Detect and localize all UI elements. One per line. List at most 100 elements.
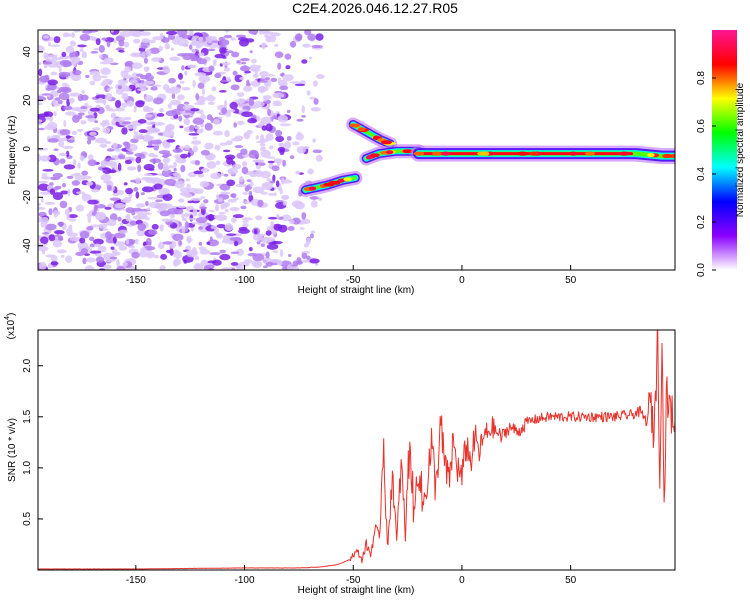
noise-blob (301, 59, 308, 64)
noise-blob (224, 223, 234, 232)
noise-blob (87, 199, 99, 205)
noise-blob (259, 137, 265, 144)
noise-blob (38, 102, 43, 106)
noise-blob (232, 214, 244, 219)
noise-blob (277, 114, 289, 123)
noise-blob (173, 249, 179, 254)
noise-blob (135, 191, 140, 199)
y-tick-label: 40 (22, 46, 33, 58)
noise-blob (140, 247, 147, 252)
noise-blob (203, 199, 209, 204)
noise-blob (143, 135, 155, 141)
snr-line-group (38, 330, 675, 570)
noise-blob (38, 68, 43, 77)
noise-blob (308, 56, 313, 60)
noise-blob (92, 73, 102, 82)
noise-blob (69, 92, 81, 97)
ridge-hotspot (569, 151, 578, 156)
noise-blob (218, 39, 230, 46)
ridge-hotspot (529, 151, 539, 156)
noise-blob (50, 176, 61, 180)
noise-blob (191, 221, 198, 225)
noise-blob (281, 194, 290, 201)
noise-blob (229, 101, 238, 110)
x-tick-label: 50 (565, 275, 577, 286)
noise-blob (110, 30, 114, 33)
noise-blob (279, 73, 284, 77)
noise-blob (87, 159, 97, 167)
noise-blob (195, 217, 208, 224)
noise-blob (50, 255, 58, 262)
noise-blob (135, 156, 142, 164)
noise-blob (59, 129, 71, 136)
noise-blob (153, 183, 163, 190)
noise-blob (71, 180, 81, 186)
noise-blob (177, 103, 187, 112)
noise-blob (265, 105, 270, 110)
noise-blob (199, 206, 208, 210)
noise-blob (84, 265, 95, 270)
noise-blob (219, 47, 227, 54)
noise-blob (105, 231, 112, 239)
noise-blob (116, 265, 126, 270)
noise-blob (166, 138, 176, 143)
noise-blob (231, 267, 236, 270)
noise-blob (295, 132, 305, 141)
noise-blob (264, 74, 276, 77)
noise-blob (166, 30, 177, 35)
noise-blob (85, 115, 95, 119)
noise-blob (67, 232, 79, 237)
noise-blob (135, 100, 145, 108)
noise-blob (103, 264, 112, 270)
noise-blob (191, 140, 202, 145)
noise-blob (238, 261, 250, 267)
noise-blob (200, 259, 209, 267)
y-tick-label: 0 (22, 146, 33, 152)
noise-blob (75, 204, 85, 212)
noise-blob (233, 240, 239, 247)
noise-blob (38, 183, 50, 192)
noise-blob (79, 237, 86, 244)
noise-blob (219, 253, 231, 261)
noise-blob (206, 48, 216, 52)
noise-blob (60, 254, 65, 258)
noise-blob (52, 192, 64, 201)
x-tick-label: -50 (346, 275, 361, 286)
noise-blob (125, 187, 134, 195)
noise-blob (65, 111, 76, 116)
noise-blob (142, 105, 150, 113)
noise-blob (39, 155, 51, 162)
spectrogram-y-label: Frequency (Hz) (7, 116, 18, 185)
noise-blob (199, 249, 210, 255)
noise-blob (238, 176, 244, 183)
noise-blob (230, 193, 237, 199)
noise-blob (177, 53, 188, 57)
noise-blob (98, 45, 105, 53)
noise-blob (142, 80, 155, 85)
noise-blob (71, 130, 78, 136)
noise-blob (199, 109, 204, 115)
noise-blob (117, 154, 126, 160)
noise-blob (61, 145, 74, 149)
noise-blob (183, 101, 190, 105)
noise-blob (98, 97, 103, 101)
noise-blob (117, 216, 122, 222)
noise-blob (224, 208, 229, 213)
noise-blob (215, 160, 221, 166)
noise-blob (248, 190, 253, 196)
noise-blob (130, 52, 142, 58)
noise-blob (172, 148, 183, 153)
noise-blob (195, 45, 202, 49)
noise-blob (113, 251, 121, 256)
noise-blob (184, 70, 188, 76)
noise-blob (297, 33, 301, 42)
noise-blob (133, 105, 137, 113)
noise-blob (58, 139, 65, 148)
noise-blob (89, 107, 100, 112)
noise-blob (249, 64, 259, 72)
noise-blob (124, 239, 135, 247)
noise-blob (297, 131, 301, 135)
snr-x-axis: -150 -100 -50 0 50 (126, 565, 577, 586)
colorbar-tick-label: 0.8 (696, 71, 707, 85)
noise-blob (86, 226, 94, 231)
